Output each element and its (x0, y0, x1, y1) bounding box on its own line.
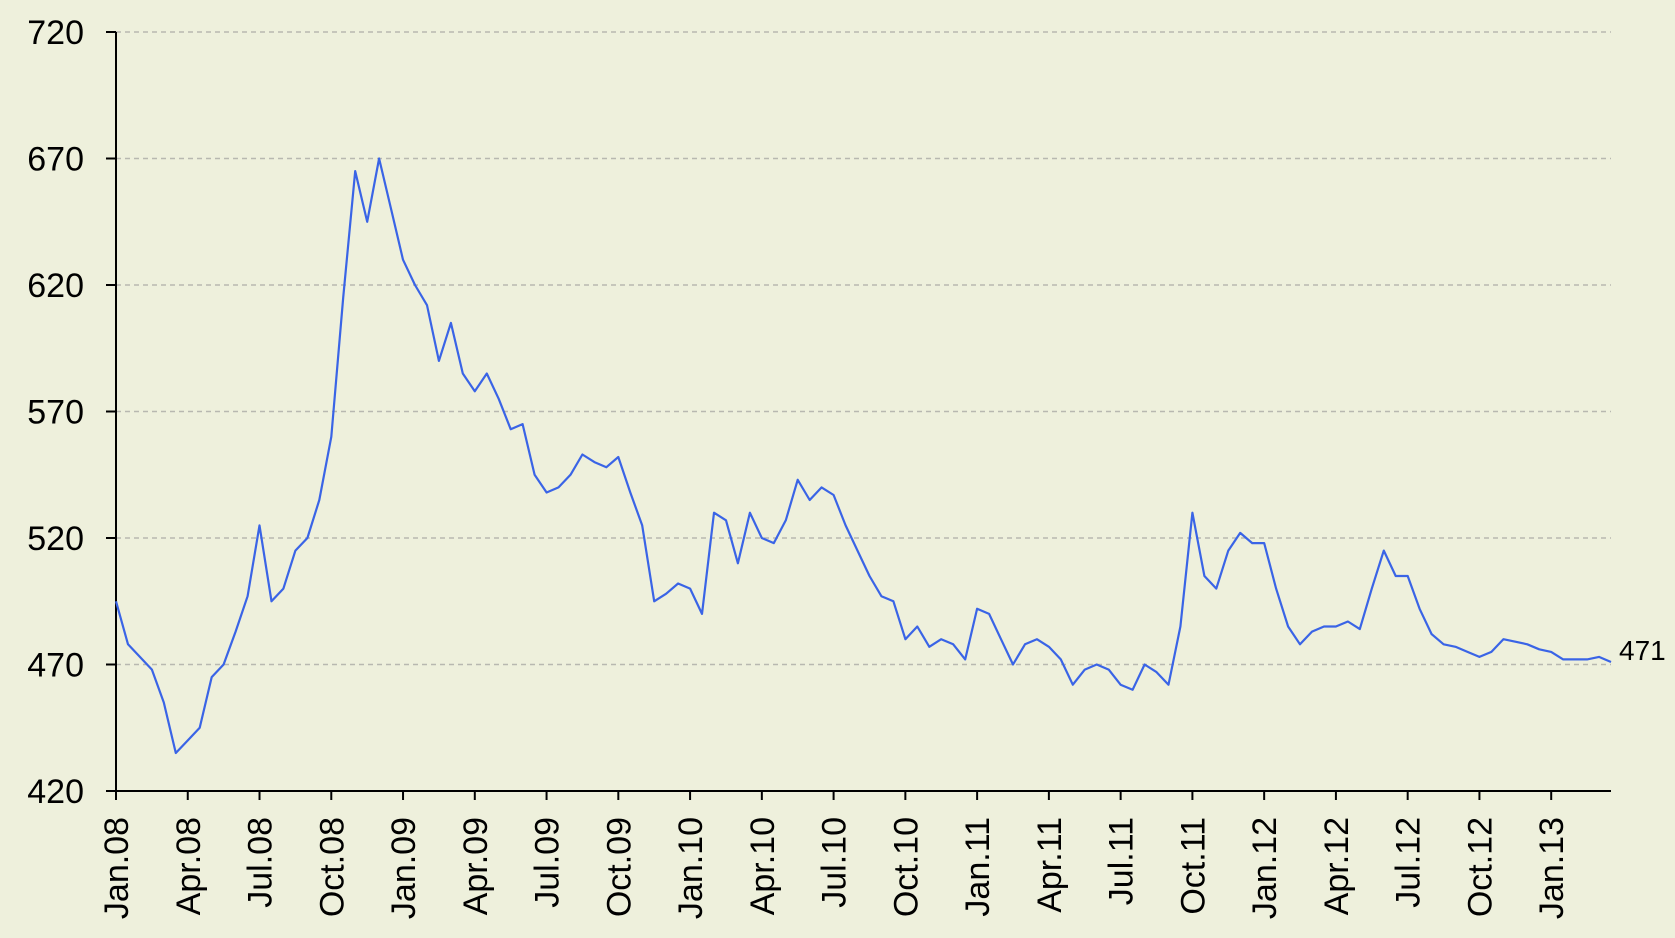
y-tick-label: 520 (27, 520, 84, 558)
x-tick-label: Oct.10 (887, 817, 925, 917)
y-tick-label: 720 (27, 14, 84, 52)
x-tick-label: Jan.10 (672, 817, 710, 919)
x-tick-label: Jul.08 (242, 817, 280, 908)
y-tick-label: 620 (27, 267, 84, 305)
x-tick-label: Jan.11 (959, 817, 997, 917)
x-tick-label: Jan.08 (98, 817, 136, 919)
y-tick-label: 570 (27, 394, 84, 432)
y-tick-label: 420 (27, 773, 84, 811)
x-tick-label: Apr.09 (457, 817, 495, 915)
x-tick-label: Jan.13 (1533, 817, 1571, 919)
x-tick-label: Apr.11 (1031, 817, 1069, 913)
y-tick-label: 470 (27, 647, 84, 685)
x-tick-label: Apr.10 (744, 817, 782, 915)
x-tick-label: Jul.11 (1103, 817, 1141, 905)
y-tick-label: 670 (27, 141, 84, 179)
x-tick-label: Jan.12 (1246, 817, 1284, 919)
x-tick-label: Oct.12 (1461, 817, 1499, 917)
data-line (114, 157, 1612, 755)
x-tick-label: Apr.12 (1318, 817, 1356, 915)
x-tick-label: Jan.09 (385, 817, 423, 919)
x-tick-label: Oct.08 (313, 817, 351, 917)
x-tick-label: Jul.12 (1390, 817, 1428, 908)
x-tick-label: Oct.11 (1174, 817, 1212, 915)
x-tick-label: Oct.09 (600, 817, 638, 917)
x-tick-label: Apr.08 (170, 817, 208, 915)
x-tick-label: Jul.09 (529, 817, 567, 908)
end-value-label: 471 (1619, 635, 1666, 666)
x-tick-label: Jul.10 (816, 817, 854, 908)
